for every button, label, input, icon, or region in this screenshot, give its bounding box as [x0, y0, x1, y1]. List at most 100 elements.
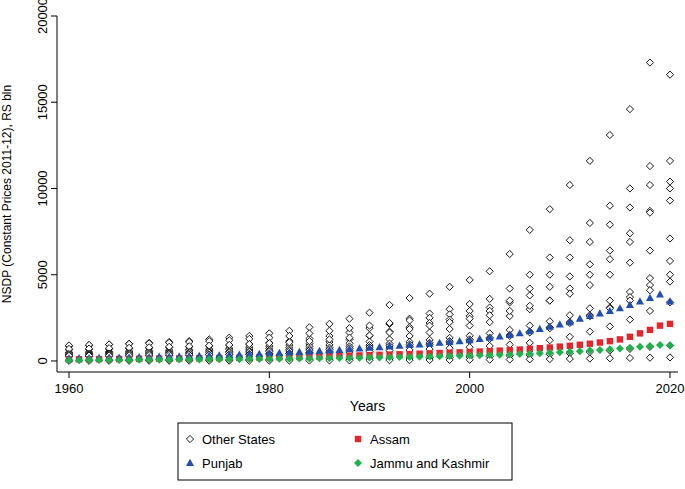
- point: [215, 355, 223, 363]
- point: [446, 283, 453, 290]
- point: [386, 301, 393, 308]
- point: [626, 259, 633, 266]
- point: [366, 309, 373, 316]
- point: [306, 330, 313, 337]
- point: [646, 342, 654, 350]
- point: [325, 346, 333, 353]
- point: [626, 344, 634, 352]
- point: [466, 276, 473, 283]
- point: [646, 287, 653, 294]
- y-tick-label: 0: [35, 357, 50, 364]
- point: [646, 275, 653, 282]
- point: [566, 290, 573, 297]
- point: [486, 334, 494, 341]
- point: [587, 341, 593, 347]
- point: [666, 235, 673, 242]
- y-tick-label: 20000: [35, 0, 50, 34]
- point: [586, 347, 594, 355]
- point: [165, 356, 173, 364]
- plot-area: [65, 59, 674, 364]
- point: [486, 295, 493, 302]
- point: [406, 317, 413, 324]
- point: [666, 185, 673, 192]
- point: [546, 297, 553, 304]
- legend-label: Other States: [202, 432, 275, 447]
- point: [566, 333, 573, 340]
- point: [275, 355, 283, 363]
- point: [255, 355, 263, 363]
- point: [576, 347, 584, 355]
- point: [576, 315, 584, 322]
- point: [546, 283, 553, 290]
- y-tick: [51, 188, 57, 189]
- x-tick: [269, 372, 270, 378]
- point: [446, 338, 453, 345]
- point: [566, 181, 573, 188]
- point: [386, 319, 393, 326]
- point: [666, 197, 673, 204]
- point: [646, 162, 653, 169]
- point: [597, 339, 603, 345]
- point: [637, 330, 643, 336]
- point: [666, 297, 674, 304]
- chart: 050001000015000200001960198020002020Year…: [0, 0, 685, 489]
- x-tick-label: 2020: [656, 381, 685, 396]
- point: [536, 349, 544, 357]
- point: [305, 347, 313, 354]
- point: [606, 323, 613, 330]
- point: [526, 226, 533, 233]
- y-tick: [51, 102, 57, 103]
- point: [606, 355, 613, 362]
- point: [386, 353, 394, 361]
- point: [145, 356, 153, 364]
- point: [325, 354, 333, 362]
- point: [586, 238, 593, 245]
- point: [285, 355, 293, 363]
- point: [95, 356, 103, 364]
- point: [305, 354, 313, 362]
- point: [355, 344, 363, 351]
- point: [646, 59, 653, 66]
- x-tick: [469, 372, 470, 378]
- point: [406, 353, 414, 361]
- point: [65, 356, 73, 364]
- point: [85, 356, 93, 364]
- point: [426, 329, 433, 336]
- point: [456, 337, 464, 344]
- point: [566, 355, 573, 362]
- point: [526, 327, 534, 334]
- point: [546, 349, 554, 357]
- y-axis: [57, 16, 58, 372]
- point: [566, 318, 574, 325]
- point: [566, 348, 574, 356]
- point: [345, 345, 353, 352]
- point: [345, 354, 353, 362]
- point: [396, 342, 404, 349]
- point: [486, 319, 493, 326]
- point: [626, 238, 633, 245]
- point: [526, 271, 533, 278]
- point: [466, 322, 473, 329]
- point: [606, 221, 613, 228]
- point: [647, 327, 653, 333]
- point: [526, 285, 533, 292]
- point: [626, 301, 634, 308]
- point: [126, 357, 133, 364]
- point: [185, 356, 193, 364]
- point: [315, 354, 323, 362]
- legend-marker: [354, 459, 362, 467]
- point: [546, 323, 554, 330]
- point: [306, 347, 313, 354]
- point: [666, 71, 673, 78]
- point: [486, 268, 493, 275]
- point: [466, 352, 474, 360]
- point: [657, 322, 663, 328]
- point: [386, 329, 393, 336]
- point: [426, 322, 433, 329]
- point: [566, 273, 573, 280]
- point: [586, 281, 593, 288]
- point: [566, 254, 573, 261]
- point: [346, 315, 353, 322]
- point: [546, 206, 553, 213]
- y-tick: [51, 16, 57, 17]
